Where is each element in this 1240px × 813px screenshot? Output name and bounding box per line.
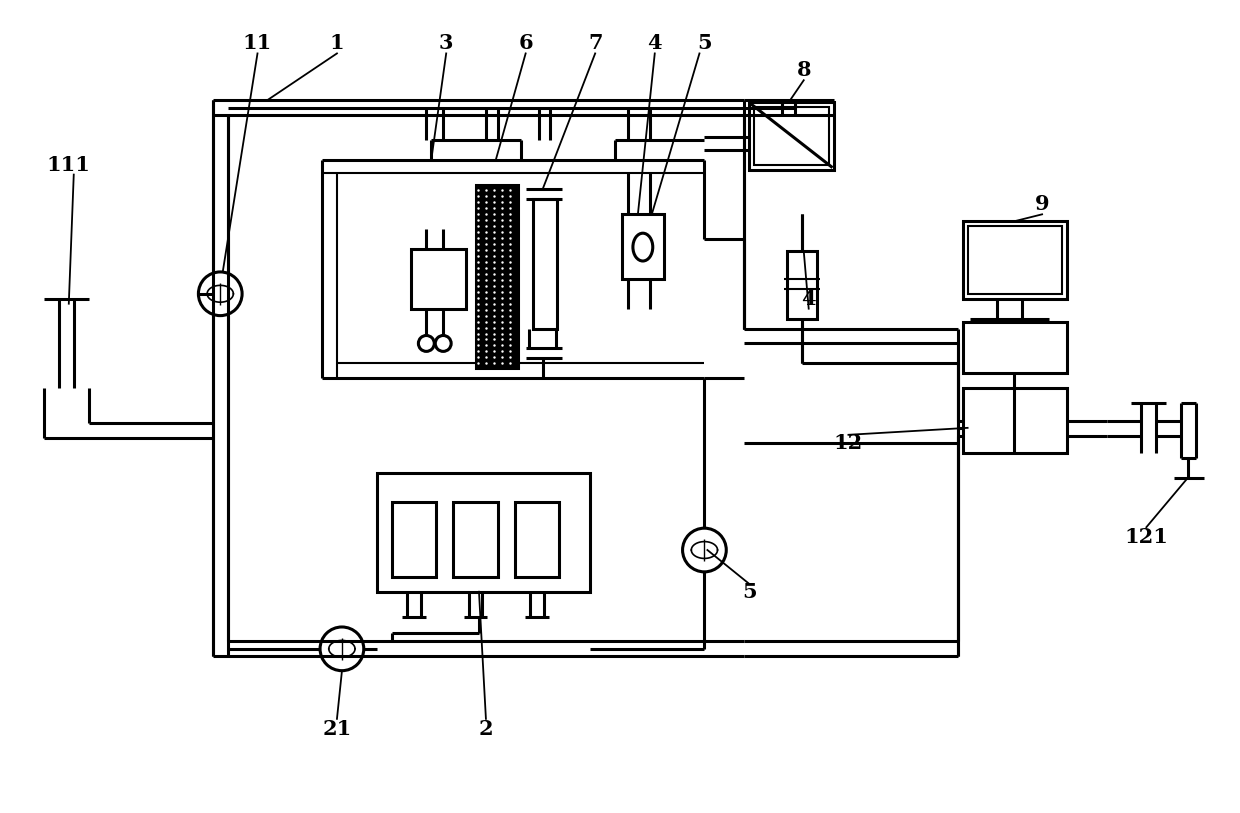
Bar	[962, 388, 1066, 453]
Text: 21: 21	[322, 719, 352, 739]
Bar	[476, 185, 518, 368]
Text: 5: 5	[697, 33, 712, 54]
Text: 111: 111	[47, 154, 91, 175]
Text: 3: 3	[439, 33, 454, 54]
Text: 4: 4	[647, 33, 662, 54]
Bar	[392, 502, 436, 577]
Bar	[412, 249, 466, 309]
Text: 9: 9	[1035, 194, 1049, 215]
Text: 4: 4	[801, 289, 816, 309]
Bar	[962, 322, 1066, 373]
Bar	[749, 102, 833, 170]
Text: 2: 2	[479, 719, 494, 739]
Bar	[622, 215, 663, 279]
Bar	[377, 472, 590, 592]
Text: 8: 8	[796, 60, 811, 80]
Text: 121: 121	[1125, 527, 1168, 547]
Bar	[962, 221, 1066, 298]
Bar	[515, 502, 559, 577]
Bar	[787, 251, 817, 319]
Text: 1: 1	[330, 33, 345, 54]
Text: 11: 11	[243, 33, 272, 54]
Bar	[453, 502, 497, 577]
Text: 12: 12	[833, 433, 863, 453]
Bar	[754, 107, 828, 165]
Text: 5: 5	[742, 582, 756, 602]
Bar	[967, 226, 1061, 293]
Bar	[533, 199, 558, 328]
Text: 7: 7	[588, 33, 603, 54]
Text: 6: 6	[518, 33, 533, 54]
